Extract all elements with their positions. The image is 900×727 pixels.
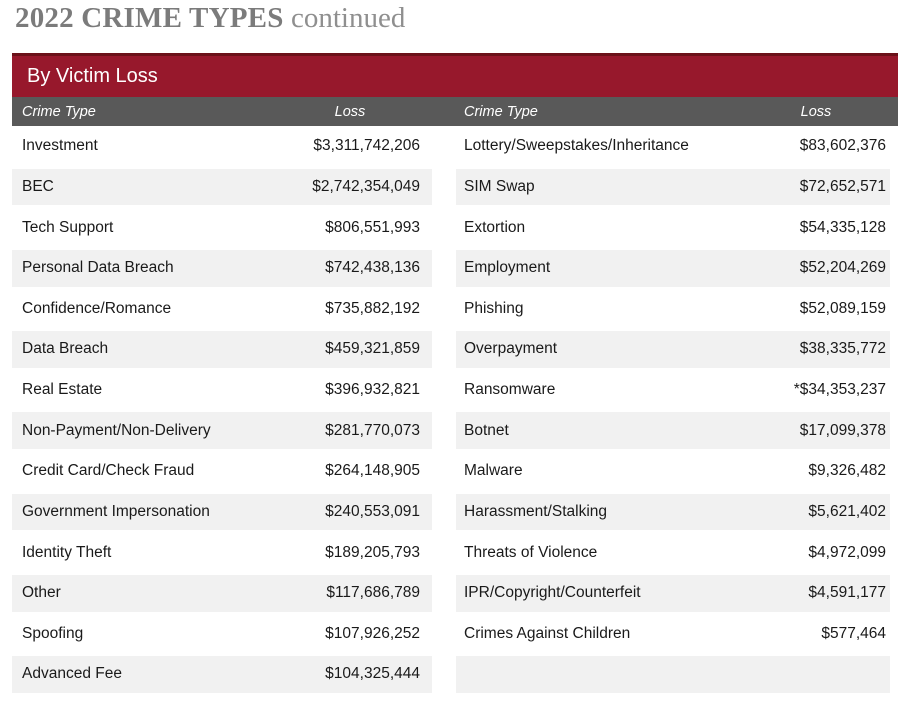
table-row: Employment $52,204,269 bbox=[456, 247, 890, 289]
crime-type-cell: Advanced Fee bbox=[22, 665, 122, 683]
table-row: Spoofing $107,926,252 bbox=[12, 613, 432, 655]
loss-value-cell: $264,148,905 bbox=[325, 462, 420, 480]
table-body: Investment $3,311,742,206 BEC $2,742,354,04… bbox=[12, 126, 898, 695]
crime-type-header: Crime Type bbox=[22, 103, 96, 120]
table-row: Crimes Against Children $577,464 bbox=[456, 613, 890, 655]
table-row: Extortion $54,335,128 bbox=[456, 207, 890, 248]
crime-type-cell: Tech Support bbox=[22, 218, 114, 236]
loss-value-cell: $117,686,789 bbox=[326, 584, 420, 602]
crime-type-cell: IPR/Copyright/Counterfeit bbox=[464, 584, 641, 602]
loss-value-cell: $107,926,252 bbox=[325, 624, 420, 642]
table-row: Real Estate $396,932,821 bbox=[12, 369, 432, 411]
page-title-main: 2022 CRIME TYPES bbox=[15, 2, 284, 34]
table-title-bar: By Victim Loss bbox=[12, 53, 898, 97]
crime-type-cell: Harassment/Stalking bbox=[464, 502, 608, 520]
table-row: Harassment/Stalking $5,621,402 bbox=[456, 491, 890, 533]
loss-value-cell: $459,321,859 bbox=[325, 340, 420, 358]
table-row: Data Breach $459,321,859 bbox=[12, 329, 432, 370]
crime-type-cell: Government Impersonation bbox=[22, 502, 210, 520]
loss-value-cell: $4,591,177 bbox=[808, 584, 886, 602]
crime-type-cell: Phishing bbox=[464, 299, 524, 317]
crime-type-cell: Employment bbox=[464, 259, 551, 277]
crime-type-cell: Extortion bbox=[464, 218, 526, 236]
crime-type-cell: Ransomware bbox=[464, 381, 556, 399]
crime-type-cell: Malware bbox=[464, 462, 523, 480]
column-header-right: Crime Type Loss bbox=[456, 104, 890, 120]
loss-header: Loss bbox=[334, 103, 366, 120]
table-row: Personal Data Breach $742,438,136 bbox=[12, 247, 432, 289]
table-row: Lottery/Sweepstakes/Inheritance $83,602,3… bbox=[456, 126, 890, 167]
crime-type-cell: Real Estate bbox=[22, 381, 103, 399]
table-row: SIM Swap $72,652,571 bbox=[456, 166, 890, 208]
loss-value-cell: $396,932,821 bbox=[325, 381, 420, 399]
loss-value-cell: $240,553,091 bbox=[325, 502, 420, 520]
crime-type-cell: Overpayment bbox=[464, 340, 558, 358]
crime-type-cell: Botnet bbox=[464, 421, 509, 439]
page-title-suffix: continued bbox=[291, 2, 406, 34]
table-row: BEC $2,742,354,049 bbox=[12, 166, 432, 208]
table-right-column: Lottery/Sweepstakes/Inheritance $83,602,3… bbox=[456, 126, 890, 695]
loss-value-cell: $281,770,073 bbox=[325, 421, 420, 439]
table-row: Government Impersonation $240,553,091 bbox=[12, 491, 432, 533]
page-title: 2022 CRIME TYPES continued bbox=[15, 0, 405, 36]
loss-value-cell: $83,602,376 bbox=[799, 137, 886, 155]
crime-type-cell: Crimes Against Children bbox=[464, 624, 631, 642]
loss-value-cell: $38,335,772 bbox=[799, 340, 886, 358]
loss-value-cell: $72,652,571 bbox=[799, 177, 886, 195]
table-row-empty bbox=[456, 654, 890, 695]
loss-value-cell: $806,551,993 bbox=[325, 218, 420, 236]
loss-value-cell: $52,204,269 bbox=[799, 259, 886, 277]
table-row: Other $117,686,789 bbox=[12, 572, 432, 614]
crime-type-cell: SIM Swap bbox=[464, 177, 535, 195]
loss-value-cell: $104,325,444 bbox=[325, 665, 420, 683]
table-row: Credit Card/Check Fraud $264,148,905 bbox=[12, 451, 432, 492]
crime-type-cell: Personal Data Breach bbox=[22, 259, 174, 277]
table-left-column: Investment $3,311,742,206 BEC $2,742,354,04… bbox=[12, 126, 432, 695]
loss-value-cell: $735,882,192 bbox=[325, 299, 420, 317]
table-row: Investment $3,311,742,206 bbox=[12, 126, 432, 167]
crime-type-cell: Spoofing bbox=[22, 624, 84, 642]
crime-type-cell: Confidence/Romance bbox=[22, 299, 172, 317]
loss-value-cell: $9,326,482 bbox=[808, 462, 886, 480]
loss-value-cell: $2,742,354,049 bbox=[312, 177, 420, 195]
table-row: Tech Support $806,551,993 bbox=[12, 207, 432, 248]
column-header-left: Crime Type Loss bbox=[12, 104, 432, 120]
table-row: Ransomware *$34,353,237 bbox=[456, 369, 890, 411]
crime-type-cell: Non-Payment/Non-Delivery bbox=[22, 421, 211, 439]
crime-type-cell: Credit Card/Check Fraud bbox=[22, 462, 195, 480]
loss-header: Loss bbox=[800, 103, 832, 120]
crime-type-cell: BEC bbox=[22, 177, 54, 195]
crime-type-header: Crime Type bbox=[464, 103, 538, 120]
table-title: By Victim Loss bbox=[27, 65, 158, 87]
table-row: Malware $9,326,482 bbox=[456, 451, 890, 492]
table-row: Advanced Fee $104,325,444 bbox=[12, 654, 432, 695]
table-row: Phishing $52,089,159 bbox=[456, 288, 890, 330]
table-row: Identity Theft $189,205,793 bbox=[12, 532, 432, 573]
table-row: Threats of Violence $4,972,099 bbox=[456, 532, 890, 573]
loss-value-cell: $3,311,742,206 bbox=[313, 137, 420, 155]
crime-type-cell: Data Breach bbox=[22, 340, 109, 358]
crime-type-cell: Identity Theft bbox=[22, 543, 112, 561]
loss-value-cell: $54,335,128 bbox=[799, 218, 886, 236]
crime-type-cell: Threats of Violence bbox=[464, 543, 598, 561]
loss-value-cell: $577,464 bbox=[821, 624, 886, 642]
loss-value-cell: $52,089,159 bbox=[799, 299, 886, 317]
crime-type-cell: Lottery/Sweepstakes/Inheritance bbox=[464, 137, 689, 155]
loss-value-cell: $5,621,402 bbox=[808, 502, 886, 520]
column-header-bar: Crime Type Loss Crime Type Loss bbox=[12, 97, 898, 126]
loss-value-cell: $742,438,136 bbox=[325, 259, 420, 277]
crime-type-cell: Investment bbox=[22, 137, 98, 155]
loss-value-cell: $189,205,793 bbox=[325, 543, 420, 561]
crime-type-cell: Other bbox=[22, 584, 61, 602]
table-row: IPR/Copyright/Counterfeit $4,591,177 bbox=[456, 572, 890, 614]
loss-value-cell: $4,972,099 bbox=[808, 543, 886, 561]
loss-value-cell: *$34,353,237 bbox=[793, 381, 886, 399]
table-row: Overpayment $38,335,772 bbox=[456, 329, 890, 370]
victim-loss-table: By Victim Loss Crime Type Loss Crime Typ… bbox=[12, 53, 898, 695]
table-row: Botnet $17,099,378 bbox=[456, 410, 890, 451]
table-row: Non-Payment/Non-Delivery $281,770,073 bbox=[12, 410, 432, 451]
loss-value-cell: $17,099,378 bbox=[799, 421, 886, 439]
table-row: Confidence/Romance $735,882,192 bbox=[12, 288, 432, 330]
